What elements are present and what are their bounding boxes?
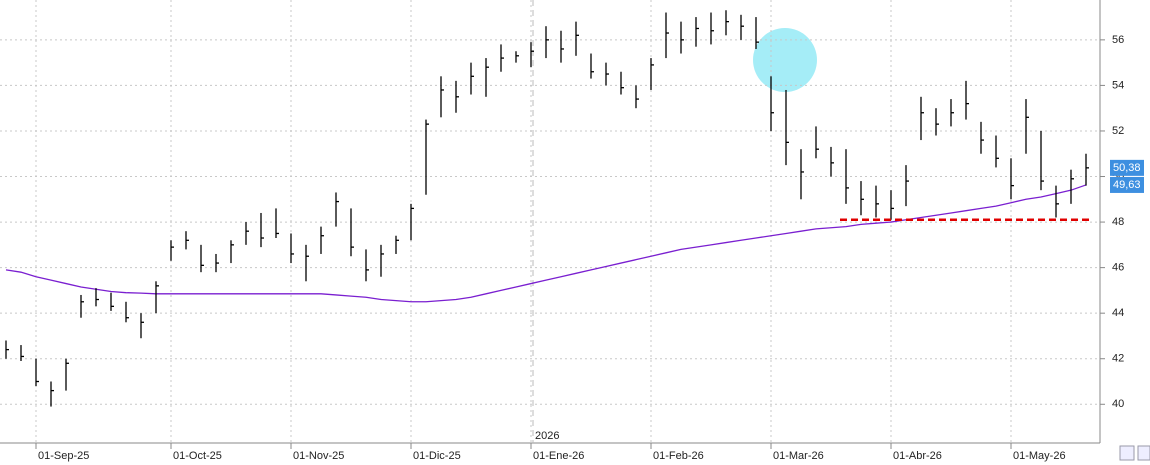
x-tick-label: 01-Sep-25 <box>38 450 89 462</box>
y-tick-label: 48 <box>1112 216 1124 228</box>
y-tick-label: 44 <box>1112 307 1124 319</box>
scroll-button[interactable] <box>1137 445 1150 461</box>
x-tick-label: 01-Dic-25 <box>413 450 461 462</box>
y-tick-label: 56 <box>1112 34 1124 46</box>
last-price-box <box>1110 159 1144 176</box>
x-tick-label: 01-Abr-26 <box>893 450 942 462</box>
x-tick-label: 01-Ene-26 <box>533 450 584 462</box>
x-tick-label: 01-May-26 <box>1013 450 1066 462</box>
x-tick-label: 01-Oct-25 <box>173 450 222 462</box>
y-tick-label: 42 <box>1112 353 1124 365</box>
last-price-box <box>1110 176 1144 193</box>
y-tick-label: 52 <box>1112 125 1124 137</box>
x-tick-label: 01-Mar-26 <box>773 450 824 462</box>
scroll-button[interactable] <box>1119 445 1135 461</box>
y-tick-label: 54 <box>1112 79 1124 91</box>
y-tick-label: 40 <box>1112 398 1124 410</box>
last-price-label: 49,63 <box>1113 179 1141 191</box>
x-tick-label: 01-Nov-25 <box>293 450 344 462</box>
x-tick-label: 01-Feb-26 <box>653 450 704 462</box>
y-tick-label: 46 <box>1112 262 1124 274</box>
last-price-label: 50,38 <box>1113 162 1141 174</box>
highlight-circle <box>753 28 817 92</box>
year-label: 2026 <box>535 430 559 442</box>
